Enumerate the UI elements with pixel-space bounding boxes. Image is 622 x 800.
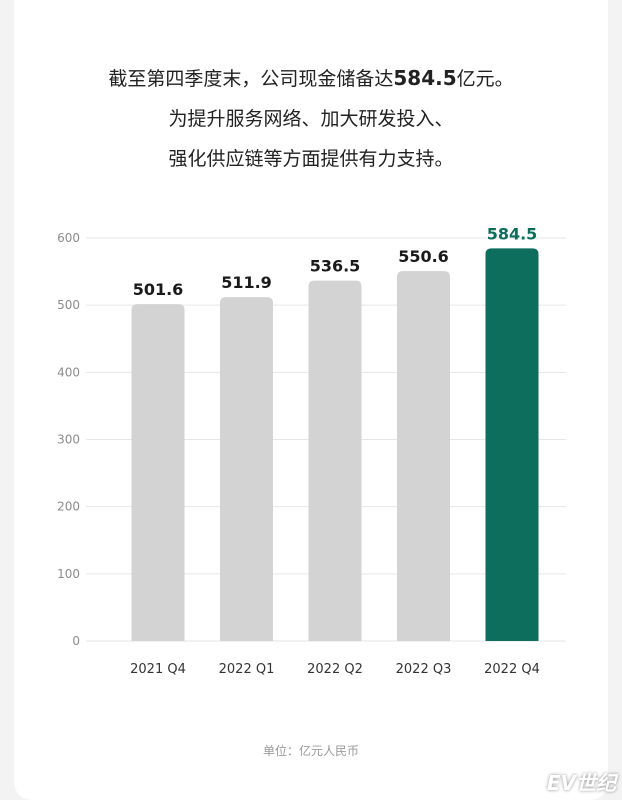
data-label: 550.6 [398,247,449,266]
bar [397,271,450,641]
y-tick-label: 400 [57,365,80,379]
watermark-logo: EV世纪 [546,771,616,795]
headline-line-3: 强化供应链等方面提供有力支持。 [168,148,454,170]
x-tick-label: 2021 Q4 [130,662,186,677]
y-tick-label: 100 [57,567,80,581]
y-tick-label: 600 [57,231,80,245]
headline-line-1: 截至第四季度末，公司现金储备达584.5亿元。 [14,58,608,99]
x-tick-label: 2022 Q4 [484,662,540,677]
bar [308,280,362,641]
y-tick-label: 0 [72,634,80,648]
x-tick-label: 2022 Q2 [307,662,363,677]
headline-line-2: 为提升服务网络、加大研发投入、 [168,108,454,130]
x-tick-label: 2022 Q3 [396,662,452,677]
bar [220,297,273,641]
x-tick-label: 2022 Q1 [219,662,275,677]
data-label: 501.6 [133,280,184,299]
y-tick-label: 300 [57,433,80,447]
data-label: 536.5 [310,257,361,276]
data-label: 584.5 [487,224,538,243]
unit-note: 单位：亿元人民币 [262,744,359,758]
data-label: 511.9 [221,273,272,292]
bar-chart: 0 100 200 300 400 500 600 501.6 2021 Q4 511.9 2022… [57,224,566,677]
headline-cash-value: 584.5 [393,66,457,90]
bar [131,304,185,641]
bar [485,248,539,641]
headline-line-1-prefix: 截至第四季度末，公司现金储备达 [108,68,394,90]
headline: 截至第四季度末，公司现金储备达584.5亿元。 为提升服务网络、加大研发投入、 … [14,58,608,179]
headline-line-1-suffix: 亿元。 [456,68,514,90]
y-tick-label: 200 [57,500,80,514]
y-tick-label: 500 [57,298,80,312]
chart-card: 截至第四季度末，公司现金储备达584.5亿元。 为提升服务网络、加大研发投入、 … [14,0,608,800]
